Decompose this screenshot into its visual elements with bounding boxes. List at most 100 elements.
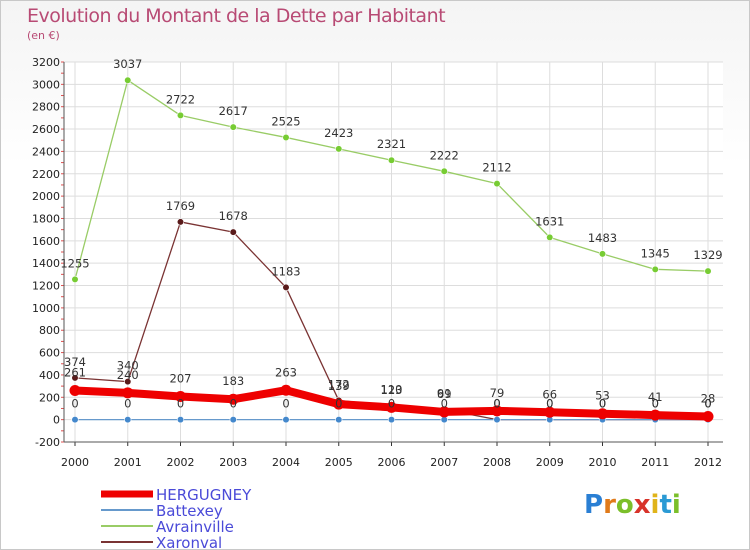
logo-letter: P — [584, 490, 604, 520]
data-label-battexey: 0 — [335, 397, 342, 411]
y-tick-label: 800 — [39, 324, 60, 337]
data-label-hergugney: 69 — [437, 387, 452, 401]
data-label-battexey: 0 — [704, 397, 711, 411]
y-tick-label: 400 — [39, 369, 60, 382]
x-tick-label: 2007 — [430, 456, 458, 469]
y-tick-label: 1600 — [32, 235, 60, 248]
data-label-xaronval: 0 — [599, 397, 606, 411]
data-point-hergugney — [386, 401, 397, 413]
x-tick-label: 2000 — [61, 456, 89, 469]
data-label-hergugney: 207 — [170, 372, 192, 386]
data-label-battexey: 0 — [441, 397, 448, 411]
x-tick-label: 2002 — [167, 456, 195, 469]
data-label-hergugney: 28 — [701, 392, 716, 406]
data-label-xaronval: 0 — [652, 397, 659, 411]
x-tick-label: 2003 — [219, 456, 247, 469]
data-point-hergugney — [649, 409, 661, 421]
data-label-avrainville: 1483 — [588, 231, 617, 245]
data-label-xaronval: 1183 — [271, 264, 300, 278]
data-label-avrainville: 2222 — [430, 148, 459, 162]
data-label-hergugney: 66 — [542, 387, 557, 401]
data-label-battexey: 0 — [388, 397, 395, 411]
data-point-battexey — [71, 416, 79, 424]
data-label-battexey: 0 — [230, 397, 237, 411]
logo-letter: t — [659, 490, 672, 520]
data-label-xaronval: 374 — [64, 355, 86, 369]
data-point-hergugney — [175, 391, 186, 403]
data-point-xaronval — [176, 218, 185, 226]
series-layer — [69, 76, 714, 424]
data-point-hergugney — [69, 384, 81, 396]
data-point-avrainville — [598, 250, 607, 258]
data-label-xaronval: 0 — [704, 397, 711, 411]
y-tick-label: 0 — [53, 414, 60, 427]
data-label-avrainville: 2423 — [324, 126, 353, 140]
y-tick-label: 1200 — [32, 280, 60, 293]
data-point-avrainville — [282, 133, 290, 142]
data-point-battexey — [335, 416, 343, 424]
data-point-hergugney — [122, 387, 134, 399]
data-label-xaronval: 1769 — [166, 199, 195, 213]
data-label-avrainville: 2112 — [482, 161, 511, 175]
data-label-avrainville: 2321 — [377, 137, 406, 151]
data-label-xaronval: 0 — [493, 397, 500, 411]
plot-area — [64, 62, 723, 442]
data-point-battexey — [282, 416, 290, 424]
axes: -200020040060080010001200140016001800200… — [32, 56, 723, 469]
data-point-hergugney — [597, 408, 608, 420]
data-label-xaronval: 172 — [328, 377, 350, 391]
grid-lines — [64, 61, 723, 443]
data-label-avrainville: 2525 — [271, 114, 300, 128]
x-tick-label: 2010 — [589, 456, 617, 469]
data-label-hergugney: 261 — [64, 365, 86, 379]
y-tick-label: 2400 — [32, 145, 60, 158]
data-label-avrainville: 2617 — [219, 104, 248, 118]
y-tick-label: 600 — [39, 347, 60, 360]
y-tick-label: 2000 — [32, 190, 60, 203]
data-label-battexey: 0 — [599, 397, 606, 411]
x-tick-label: 2005 — [325, 456, 353, 469]
data-point-avrainville — [651, 265, 659, 273]
data-label-battexey: 0 — [124, 397, 131, 411]
data-point-xaronval — [229, 228, 237, 236]
data-point-xaronval — [71, 374, 79, 382]
data-point-xaronval — [282, 283, 290, 292]
logo-letter: o — [615, 490, 634, 520]
y-tick-label: 2600 — [32, 123, 60, 136]
data-point-hergugney — [491, 405, 503, 417]
data-point-battexey — [124, 416, 132, 424]
data-point-battexey — [229, 416, 237, 424]
proxiti-logo: Proxiti — [584, 490, 681, 520]
y-tick-label: 1800 — [32, 212, 60, 225]
y-tick-label: 3200 — [32, 56, 60, 69]
x-tick-label: 2004 — [272, 456, 300, 469]
data-label-hergugney: 79 — [490, 386, 505, 400]
data-point-xaronval — [124, 378, 132, 386]
data-label-avrainville: 3037 — [113, 57, 142, 71]
data-point-hergugney — [702, 411, 714, 423]
x-tick-label: 2011 — [641, 456, 669, 469]
logo-letter: x — [633, 490, 651, 520]
data-point-avrainville — [387, 156, 396, 164]
data-label-xaronval: 1678 — [219, 209, 248, 223]
legend-label-xaronval: Xaronval — [156, 534, 222, 549]
data-point-avrainville — [546, 233, 554, 241]
logo-letter: i — [671, 490, 681, 520]
data-point-hergugney — [333, 398, 345, 410]
data-point-hergugney — [227, 393, 239, 405]
data-point-hergugney — [438, 406, 450, 418]
legend-label-hergugney: HERGUGNEY — [156, 486, 252, 504]
data-label-xaronval: 91 — [437, 386, 452, 400]
data-point-hergugney — [280, 384, 292, 396]
data-point-battexey — [493, 416, 501, 424]
logo-letter: r — [603, 490, 616, 520]
data-label-hergugney: 41 — [648, 390, 663, 404]
y-tick-label: 2800 — [32, 101, 60, 114]
data-label-avrainville: 1329 — [693, 248, 722, 262]
y-tick-label: -200 — [35, 436, 60, 449]
x-tick-label: 2009 — [536, 456, 564, 469]
data-label-hergugney: 53 — [595, 389, 610, 403]
